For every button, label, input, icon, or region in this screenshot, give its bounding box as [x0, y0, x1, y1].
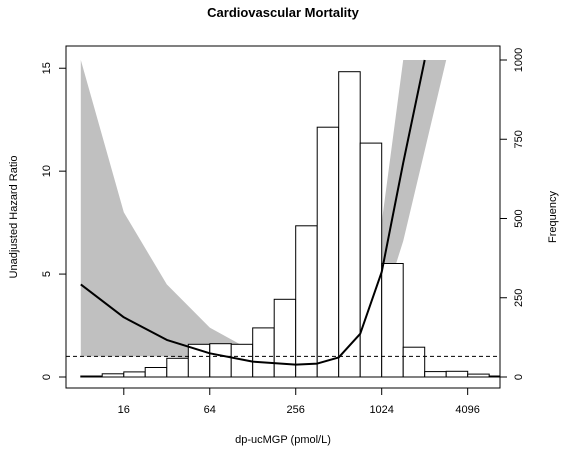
x-tick-label: 64 [204, 404, 216, 416]
x-tick-label: 16 [118, 404, 130, 416]
histogram-bar [316, 126, 340, 378]
y-axis-left-label: Unadjusted Hazard Ratio [8, 156, 20, 279]
histogram-bar [359, 142, 383, 378]
confidence-band [80, 60, 447, 367]
x-tick-label: 256 [287, 404, 305, 416]
histogram-bar [402, 346, 426, 378]
y-right-tick-label: 750 [513, 130, 525, 148]
x-axis: 16 64 256 1024 4096 [118, 388, 480, 416]
x-tick-label: 1024 [369, 404, 393, 416]
histogram-bar [338, 71, 361, 378]
histogram-bar [123, 371, 146, 378]
y-right-tick-label: 500 [513, 209, 525, 227]
histogram-bar [80, 375, 103, 378]
x-tick-label: 4096 [455, 404, 479, 416]
y-left-tick-label: 0 [41, 374, 53, 380]
y-left-tick-label: 15 [41, 62, 53, 74]
hazard-curve [80, 59, 426, 366]
y-axis-right: 0 250 500 750 1000 [500, 48, 525, 380]
histogram-bar [295, 225, 318, 378]
y-axis-right-label: Frequency [547, 191, 559, 243]
histogram-bar [445, 370, 469, 378]
histogram-bar [467, 373, 490, 378]
confidence-band-layer [80, 60, 447, 367]
histogram-bar [144, 367, 168, 378]
histogram-bar [209, 343, 232, 378]
y-right-tick-label: 250 [513, 289, 525, 307]
histogram-bar [381, 263, 404, 378]
plot-frame [65, 45, 501, 389]
hazard-curve-layer [80, 59, 426, 366]
y-right-tick-label: 0 [513, 374, 525, 380]
y-left-tick-label: 10 [41, 165, 53, 177]
y-left-tick-label: 5 [41, 271, 53, 277]
y-right-tick-label: 1000 [513, 48, 525, 72]
histogram-bar [252, 327, 275, 378]
histogram-bar [166, 357, 189, 378]
x-axis-label: dp-ucMGP (pmol/L) [235, 434, 331, 446]
y-axis-left: 0 5 10 15 [41, 62, 66, 380]
histogram-bar [424, 371, 447, 378]
chart-title: Cardiovascular Mortality [207, 5, 359, 20]
histogram-bar [101, 373, 125, 378]
